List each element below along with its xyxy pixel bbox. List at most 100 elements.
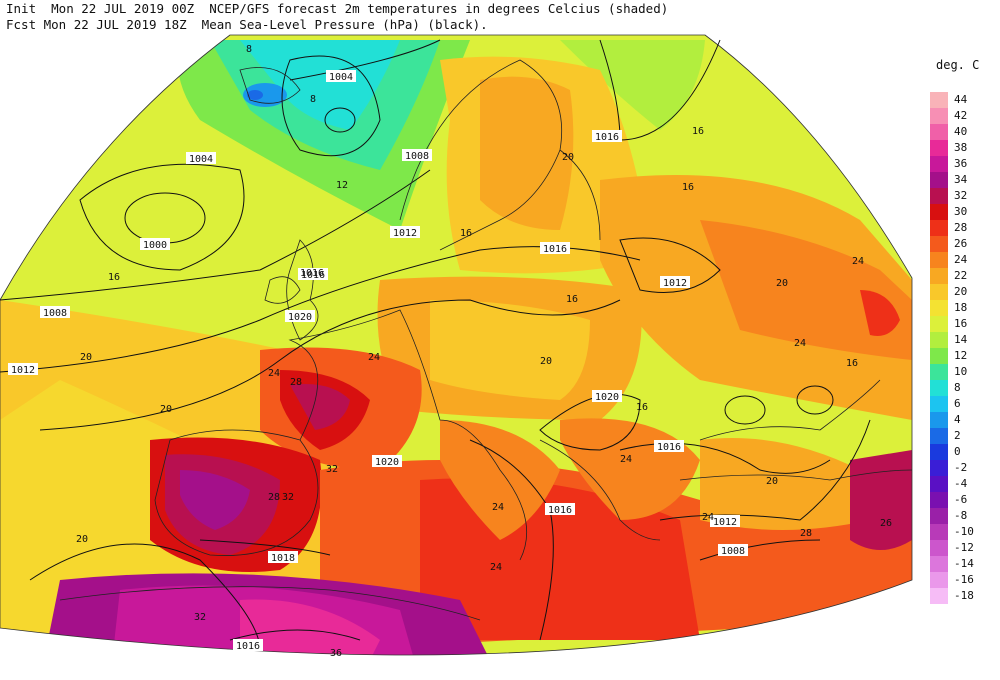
- pressure-label: 1012: [660, 276, 690, 289]
- temperature-label: 20: [776, 278, 788, 289]
- legend-label: 42: [954, 109, 968, 122]
- svg-text:26: 26: [880, 518, 892, 529]
- pressure-label: 1016: [545, 503, 575, 516]
- pressure-label: 1020: [592, 390, 622, 403]
- temperature-label: 24: [368, 352, 380, 363]
- svg-text:8: 8: [246, 44, 252, 55]
- pressure-label: 1008: [40, 306, 70, 319]
- svg-text:1004: 1004: [189, 154, 213, 165]
- svg-text:32: 32: [194, 612, 206, 623]
- temperature-label: 20: [76, 534, 88, 545]
- legend-label: 22: [954, 269, 968, 282]
- legend-swatch: [930, 348, 948, 364]
- legend-title: deg. C: [936, 58, 980, 72]
- pressure-label: 1016: [233, 639, 263, 652]
- svg-text:24: 24: [368, 352, 380, 363]
- svg-text:12: 12: [336, 180, 348, 191]
- legend-swatch: [930, 444, 948, 460]
- svg-text:1020: 1020: [375, 457, 399, 468]
- temperature-label: 24: [268, 368, 280, 379]
- legend-swatch: [930, 460, 948, 476]
- legend-swatch: [930, 284, 948, 300]
- svg-text:20: 20: [76, 534, 88, 545]
- temperature-label: 28: [290, 377, 302, 388]
- temperature-label: 16: [846, 358, 858, 369]
- legend-label: 34: [954, 173, 968, 186]
- svg-text:16: 16: [682, 182, 694, 193]
- legend-label: -6: [954, 493, 968, 506]
- pressure-label: 1008: [718, 544, 748, 557]
- temperature-label: 24: [852, 256, 864, 267]
- svg-text:16: 16: [566, 294, 578, 305]
- legend-swatch: [930, 556, 948, 572]
- legend-swatch: [930, 316, 948, 332]
- svg-text:1016: 1016: [300, 268, 324, 279]
- svg-text:1020: 1020: [595, 392, 619, 403]
- legend-label: -10: [954, 525, 974, 538]
- temperature-label: 32: [282, 492, 294, 503]
- legend-swatch: [930, 140, 948, 156]
- temperature-label: 8: [246, 44, 252, 55]
- legend-swatch: [930, 220, 948, 236]
- legend-label: -18: [954, 589, 974, 602]
- coastlines: [59, 59, 913, 621]
- pressure-label: 1012: [0, 0, 24, 3]
- svg-text:1020: 1020: [288, 312, 312, 323]
- legend-swatch: [930, 572, 948, 588]
- pressure-label: 1012: [390, 226, 420, 239]
- temperature-label: 20: [562, 152, 574, 163]
- svg-text:1016: 1016: [236, 641, 260, 652]
- temperature-label: 28: [800, 528, 812, 539]
- legend-label: -4: [954, 477, 968, 490]
- legend-label: 26: [954, 237, 968, 250]
- legend-swatch: [930, 236, 948, 252]
- legend-label: 36: [954, 157, 968, 170]
- svg-text:16: 16: [636, 402, 648, 413]
- svg-text:24: 24: [492, 502, 504, 513]
- pressure-label: 1016: [540, 242, 570, 255]
- svg-text:16: 16: [108, 272, 120, 283]
- temperature-label: 16: [566, 294, 578, 305]
- legend-swatch: [930, 188, 948, 204]
- svg-text:1008: 1008: [43, 308, 67, 319]
- temperature-labels: 8 8 12 16 16 20 20 24 28 32 28 32 20 24 …: [76, 44, 892, 659]
- map-boundary: [0, 34, 913, 656]
- svg-text:1016: 1016: [301, 270, 325, 281]
- legend-swatch: [930, 412, 948, 428]
- svg-text:1004: 1004: [329, 72, 353, 83]
- legend-label: 30: [954, 205, 968, 218]
- svg-text:1018: 1018: [271, 553, 295, 564]
- svg-text:20: 20: [80, 352, 92, 363]
- legend-swatch: [930, 588, 948, 604]
- legend-label: 24: [954, 253, 968, 266]
- legend-label: -16: [954, 573, 974, 586]
- temperature-label: 24: [620, 454, 632, 465]
- svg-text:1012: 1012: [713, 517, 737, 528]
- pressure-label: 1016: [592, 130, 622, 143]
- svg-text:1008: 1008: [405, 151, 429, 162]
- legend-swatch: [930, 332, 948, 348]
- pressure-label: 1020: [372, 455, 402, 468]
- temperature-field: [0, 35, 912, 655]
- svg-text:1016: 1016: [548, 505, 572, 516]
- legend-label: 20: [954, 285, 968, 298]
- legend-label: -2: [954, 461, 968, 474]
- legend-swatch: [930, 508, 948, 524]
- legend-swatch: [930, 108, 948, 124]
- svg-text:24: 24: [702, 512, 714, 523]
- legend-swatch: [930, 252, 948, 268]
- legend-label: 8: [954, 381, 961, 394]
- legend-label: -14: [954, 557, 974, 570]
- temperature-label: 24: [702, 512, 714, 523]
- pressure-label: 1004: [326, 70, 356, 83]
- svg-text:36: 36: [330, 648, 342, 659]
- pressure-label: 1016: [298, 268, 328, 281]
- pressure-label: 1012: [8, 363, 38, 376]
- svg-text:1016: 1016: [595, 132, 619, 143]
- legend-label: 12: [954, 349, 968, 362]
- legend-swatch: [930, 268, 948, 284]
- temperature-label: 12: [336, 180, 348, 191]
- legend-swatch: [930, 172, 948, 188]
- temperature-label: 32: [326, 464, 338, 475]
- svg-text:16: 16: [692, 126, 704, 137]
